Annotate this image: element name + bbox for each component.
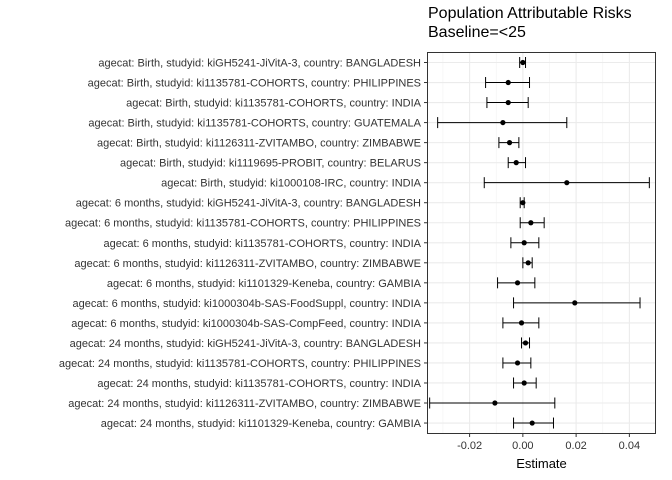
plot-border [427, 52, 656, 434]
x-tick-label: -0.02 [457, 440, 482, 452]
chart-title: Population Attributable Risks [428, 5, 632, 22]
estimate-point [505, 99, 511, 106]
x-axis-label: Estimate [516, 456, 567, 471]
y-tick-label: agecat: Birth, studyid: ki1119695-PROBIT… [120, 158, 421, 170]
y-tick-label: agecat: 24 months, studyid: ki1135781-CO… [97, 378, 421, 390]
y-tick-label: agecat: 6 months, studyid: ki1135781-COH… [103, 238, 421, 250]
estimate-point [564, 180, 570, 186]
y-tick-label: agecat: Birth, studyid: ki1135781-COHORT… [88, 118, 421, 130]
y-tick-label: agecat: 6 months, studyid: ki1101329-Ken… [107, 278, 422, 290]
x-tick-label: 0.04 [619, 440, 640, 452]
estimate-point [525, 260, 531, 266]
y-tick-label: agecat: 6 months, studyid: ki1126311-ZVI… [74, 258, 421, 270]
chart-marks [429, 57, 650, 429]
x-tick-label: 0.00 [512, 440, 533, 452]
y-tick-label: agecat: 24 months, studyid: ki1126311-ZV… [68, 398, 421, 410]
estimate-point [518, 320, 525, 326]
x-tick-label: 0.02 [565, 440, 586, 452]
estimate-point [520, 59, 526, 66]
estimate-point [520, 200, 526, 206]
y-tick-label: agecat: Birth, studyid: ki1126311-ZVITAM… [97, 138, 421, 150]
chart-subtitle: Baseline=<25 [428, 24, 526, 41]
y-tick-label: agecat: 24 months, studyid: ki1101329-Ke… [101, 418, 422, 430]
y-tick-label: agecat: 24 months, studyid: ki1135781-CO… [59, 358, 421, 370]
estimate-point [514, 280, 521, 286]
y-tick-label: agecat: 6 months, studyid: ki1000304b-SA… [72, 298, 421, 310]
y-tick-label: agecat: Birth, studyid: ki1000108-IRC, c… [161, 178, 422, 190]
estimate-point [506, 140, 513, 146]
estimate-point [528, 220, 534, 226]
estimate-point [505, 79, 511, 86]
estimate-point [521, 380, 527, 386]
estimate-point [529, 420, 535, 426]
y-tick-label: agecat: 6 months, studyid: ki1000304b-SA… [71, 318, 421, 330]
y-tick-label: agecat: Birth, studyid: ki1135781-COHORT… [88, 78, 421, 90]
y-axis-ticks: agecat: Birth, studyid: kiGH5241-JiVitA-… [59, 58, 427, 430]
estimate-point [513, 160, 519, 166]
estimate-point [522, 340, 529, 346]
y-tick-label: agecat: Birth, studyid: ki1135781-COHORT… [126, 98, 422, 110]
x-axis-ticks: -0.02 0.00 0.02 0.04 [457, 434, 640, 452]
estimate-point [521, 240, 527, 246]
y-tick-label: agecat: 6 months, studyid: ki1135781-COH… [65, 218, 421, 230]
y-tick-label: agecat: 6 months, studyid: kiGH5241-JiVi… [76, 198, 421, 210]
estimate-point [492, 400, 498, 406]
y-tick-label: agecat: Birth, studyid: kiGH5241-JiVitA-… [98, 58, 421, 70]
y-tick-label: agecat: 24 months, studyid: kiGH5241-JiV… [70, 338, 421, 350]
estimate-point [572, 300, 578, 306]
estimate-point [514, 360, 521, 366]
estimate-point [500, 119, 506, 126]
